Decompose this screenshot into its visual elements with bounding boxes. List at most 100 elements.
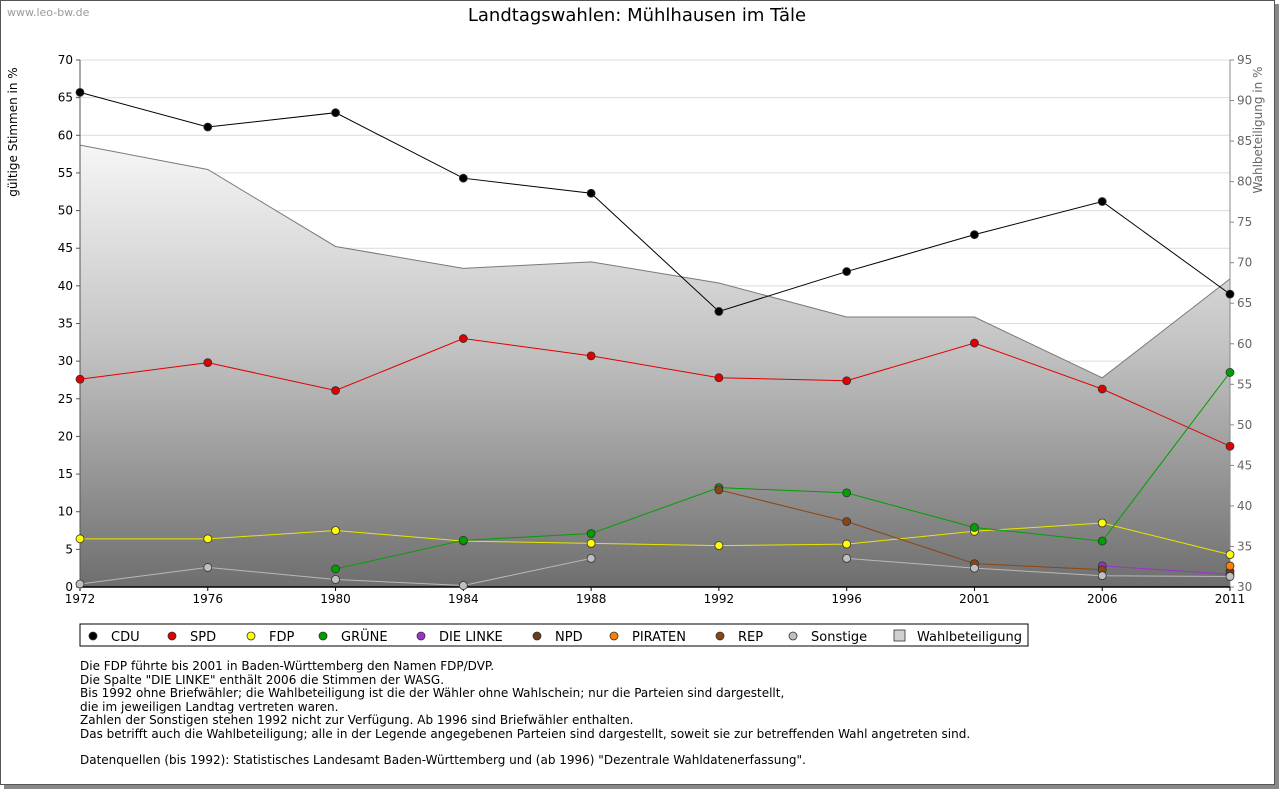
point-cdu <box>331 108 340 118</box>
y-tick-label: 65 <box>58 91 73 105</box>
note-line: Die Spalte "DIE LINKE" enthält 2006 die … <box>80 672 445 687</box>
legend-label-fdp: FDP <box>269 630 294 645</box>
point-fdp <box>1097 518 1107 528</box>
point-fdp <box>714 541 724 550</box>
y-tick-label: 40 <box>58 279 73 293</box>
point-cdu <box>75 87 85 97</box>
chart-title: Landtagswahlen: Mühlhausen im Täle <box>468 5 806 26</box>
point-spd <box>586 351 596 361</box>
x-tick-label: 1972 <box>65 592 96 606</box>
x-tick-label: 2001 <box>959 592 990 606</box>
point-spd <box>75 374 85 384</box>
point-sonstige <box>842 553 852 563</box>
legend-label-sonstige: Sonstige <box>811 630 867 645</box>
y-tick-label: 20 <box>58 429 73 443</box>
point-cdu <box>203 122 213 132</box>
point-sonstige <box>458 581 468 590</box>
point-sonstige <box>1097 571 1107 581</box>
y-tick-label: 60 <box>58 128 73 142</box>
series-line-fdp <box>80 522 1231 556</box>
series-line-die-linke <box>1102 565 1231 575</box>
point-sonstige <box>203 563 213 572</box>
y2-tick-label: 75 <box>1237 215 1252 229</box>
y-tick-label: 25 <box>58 392 73 406</box>
legend-marker-cdu <box>88 631 98 641</box>
legend-label-cdu: CDU <box>111 630 140 645</box>
y2-tick-label: 50 <box>1237 418 1252 432</box>
point-spd <box>1097 384 1107 394</box>
note-line: Datenquellen (bis 1992): Statistisches L… <box>80 753 806 767</box>
note-line: Das betrifft auch die Wahlbeteiligung; a… <box>80 726 971 741</box>
point-sonstige <box>75 579 85 589</box>
point-gr-ne <box>970 523 979 532</box>
point-spd <box>331 386 340 395</box>
point-spd <box>842 376 852 386</box>
legend-label-die-linke: DIE LINKE <box>439 630 503 645</box>
y-tick-label: 45 <box>58 241 73 255</box>
legend: CDU SPD FDP GRÜNE DIE LINKE NPD PIRATEN REP Sons… <box>79 623 1029 647</box>
point-cdu <box>1225 289 1235 299</box>
legend-marker-rep <box>715 631 725 641</box>
legend-box <box>79 623 1029 647</box>
point-fdp <box>586 538 596 548</box>
legend-marker-npd <box>532 631 542 641</box>
x-tick-label: 2006 <box>1087 592 1118 606</box>
series-line-gr-ne <box>335 372 1231 570</box>
point-fdp <box>75 534 85 544</box>
point-piraten <box>1225 561 1235 571</box>
y2-tick-label: 80 <box>1237 175 1252 189</box>
point-gr-ne <box>1225 368 1235 377</box>
point-cdu <box>1097 197 1107 206</box>
turnout-area <box>80 145 1230 587</box>
y2-tick-label: 85 <box>1237 134 1252 148</box>
y2-tick-label: 95 <box>1237 53 1252 67</box>
point-sonstige <box>1225 572 1235 581</box>
x-tick-label: 1988 <box>576 592 607 606</box>
legend-marker-fdp <box>246 631 256 641</box>
y-tick-label: 35 <box>58 317 73 331</box>
legend-marker-piraten <box>609 631 619 641</box>
point-gr-ne <box>586 529 596 538</box>
y-axis-label: gültige Stimmen in % <box>6 67 20 196</box>
legend-marker-spd <box>167 631 177 641</box>
y2-tick-label: 40 <box>1237 499 1252 513</box>
legend-marker-wahlbeteiligung <box>893 629 906 642</box>
point-gr-ne <box>842 488 852 498</box>
legend-marker-gr-ne <box>318 631 328 641</box>
x-tick-label: 1992 <box>704 592 735 606</box>
y-tick-label: 30 <box>58 354 73 368</box>
point-spd <box>203 358 213 368</box>
legend-label-rep: REP <box>738 630 763 645</box>
point-sonstige <box>970 563 979 573</box>
point-spd <box>970 338 979 348</box>
y-tick-label: 70 <box>58 53 73 67</box>
x-tick-label: 1996 <box>831 592 862 606</box>
x-tick-label: 2011 <box>1215 592 1246 606</box>
point-spd <box>1225 441 1235 451</box>
turnout-line <box>79 144 1231 379</box>
series-line-spd <box>79 338 1231 447</box>
point-sonstige <box>586 553 596 563</box>
y-tick-label: 15 <box>58 467 73 481</box>
notes: Die FDP führte bis 2001 in Baden-Württem… <box>80 659 971 768</box>
note-line: Die FDP führte bis 2001 in Baden-Württem… <box>80 659 495 673</box>
x-tick-label: 1976 <box>193 592 224 606</box>
series-line-cdu <box>79 91 1231 313</box>
y2-axis-label: Wahlbeteiligung in % <box>1251 67 1265 194</box>
point-fdp <box>842 539 852 549</box>
y2-tick-label: 35 <box>1237 539 1252 553</box>
point-fdp <box>331 526 340 535</box>
x-tick-label: 1980 <box>320 592 351 606</box>
point-gr-ne <box>458 535 468 545</box>
watermark: www.leo-bw.de <box>7 6 90 19</box>
y-tick-label: 10 <box>58 505 73 519</box>
legend-marker-sonstige <box>788 631 798 641</box>
point-gr-ne <box>331 564 340 574</box>
note-line: Bis 1992 ohne Briefwähler; die Wahlbetei… <box>80 686 785 700</box>
point-fdp <box>1225 550 1235 560</box>
point-cdu <box>458 173 468 183</box>
point-cdu <box>586 188 596 198</box>
point-fdp <box>203 534 213 544</box>
note-line: Zahlen der Sonstigen stehen 1992 nicht z… <box>80 713 634 727</box>
